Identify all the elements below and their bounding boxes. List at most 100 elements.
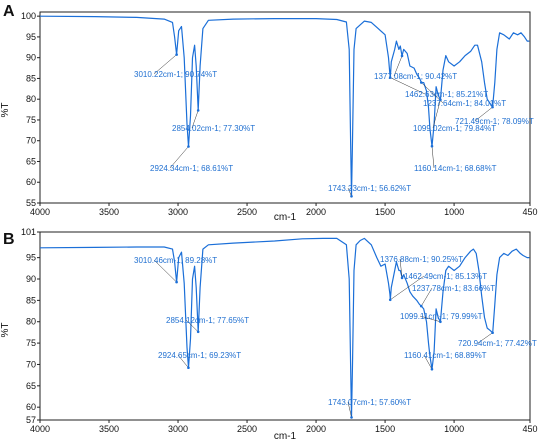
y-tick-label: 90 — [26, 53, 36, 63]
annotation-leader — [390, 275, 425, 301]
x-axis-label: cm-1 — [274, 212, 297, 223]
annotation-leader — [399, 258, 403, 278]
x-tick-label: 2000 — [306, 424, 326, 434]
y-tick-label: 60 — [26, 177, 36, 187]
y-tick-label: 75 — [26, 338, 36, 348]
annotation-leader — [191, 110, 199, 129]
y-tick-label: 57 — [26, 415, 36, 425]
x-tick-label: 3000 — [168, 424, 188, 434]
x-tick-label: 2500 — [237, 207, 257, 217]
peak-point — [419, 81, 423, 84]
y-tick-label: 85 — [26, 73, 36, 83]
y-tick-label: 70 — [26, 359, 36, 369]
peak-point — [439, 98, 442, 102]
plot-frame — [39, 231, 531, 421]
y-tick-label: 55 — [26, 198, 36, 208]
x-tick-label: 3500 — [99, 207, 119, 217]
x-tick-label: 450 — [522, 424, 537, 434]
peak-annotation: 2924.65cm-1; 69.23%T — [158, 351, 241, 360]
panel-label: B — [3, 231, 15, 248]
spectrum-line — [39, 237, 530, 418]
x-tick-label: 1000 — [444, 207, 464, 217]
x-tick-label: 1500 — [375, 207, 395, 217]
peak-annotation: 2854.02cm-1; 77.30%T — [172, 124, 255, 133]
peak-annotation: 1462.49cm-1; 85.13%T — [404, 272, 487, 281]
annotation-leader — [431, 146, 435, 169]
peak-point — [350, 416, 353, 419]
peak-point — [430, 367, 434, 371]
y-axis-label: %T — [0, 103, 11, 118]
x-tick-label: 2500 — [237, 424, 257, 434]
annotation-leader — [347, 187, 352, 197]
x-tick-label: 4000 — [30, 207, 50, 217]
peak-point — [491, 331, 494, 335]
peak-annotation: 1160.41cm-1; 68.89%T — [404, 351, 487, 360]
annotation-leader — [477, 332, 493, 344]
peak-annotation: 1743.07cm-1; 57.60%T — [328, 398, 411, 407]
peak-annotation: 1160.14cm-1; 68.68%T — [414, 164, 497, 173]
peak-annotation: 720.94cm-1; 77.42%T — [458, 339, 537, 348]
peak-annotation: 1237.64cm-1; 84.01%T — [423, 99, 506, 108]
annotation-leader — [474, 106, 493, 122]
peak-point — [388, 76, 392, 79]
peak-point — [350, 194, 353, 198]
peak-point — [196, 109, 200, 112]
y-tick-label: 65 — [26, 381, 36, 391]
x-tick-label: 450 — [522, 207, 537, 217]
peak-annotation: 1462.63cm-1; 85.21%T — [405, 90, 488, 99]
peak-annotation: 2854.12cm-1; 77.65%T — [166, 316, 249, 325]
peak-point — [439, 320, 442, 324]
y-tick-label: 65 — [26, 156, 36, 166]
y-tick-label: 95 — [26, 253, 36, 263]
x-tick-label: 2000 — [306, 207, 326, 217]
y-tick-label: 90 — [26, 274, 36, 284]
peak-point — [175, 53, 178, 56]
peak-annotation: 3010.22cm-1; 90.74%T — [134, 70, 217, 79]
x-tick-label: 3000 — [168, 207, 188, 217]
x-tick-label: 4000 — [30, 424, 50, 434]
peak-point — [430, 144, 434, 148]
y-axis-label: %T — [0, 323, 11, 338]
peak-annotation: 1237.78cm-1; 83.66%T — [412, 284, 495, 293]
annotation-leader — [153, 54, 177, 75]
peak-point — [196, 330, 200, 334]
annotation-leader — [421, 287, 433, 307]
peak-point — [187, 366, 190, 370]
peak-annotation: 3010.46cm-1; 89.28%T — [134, 256, 217, 265]
peak-annotation: 2924.34cm-1; 68.61%T — [150, 164, 233, 173]
annotation-leader — [347, 401, 352, 418]
x-tick-label: 1000 — [444, 424, 464, 434]
annotation-leader — [393, 55, 403, 77]
peak-annotation: 1099.02cm-1; 79.84%T — [413, 124, 496, 133]
annotation-leader — [432, 99, 441, 129]
peak-annotation: 721.49cm-1; 78.09%T — [455, 117, 534, 126]
annotation-leader — [153, 259, 177, 283]
x-tick-label: 1500 — [375, 424, 395, 434]
peak-point — [175, 280, 178, 284]
peak-annotation: 1099.11cm-1; 79.99%T — [400, 312, 483, 321]
panel-label: A — [3, 3, 15, 20]
peak-point — [388, 298, 392, 302]
peak-point — [491, 105, 494, 109]
y-tick-label: 101 — [21, 227, 36, 237]
peak-annotation: 1376.88cm-1; 90.25%T — [380, 255, 463, 264]
y-tick-label: 60 — [26, 402, 36, 412]
plot-frame — [39, 11, 531, 204]
y-tick-label: 80 — [26, 317, 36, 327]
spectrum-line — [39, 15, 530, 197]
y-tick-label: 75 — [26, 115, 36, 125]
peak-point — [400, 54, 404, 58]
annotation-leader — [177, 354, 189, 368]
peak-point — [419, 304, 423, 308]
peak-annotation: 1377.08cm-1; 90.42%T — [374, 72, 457, 81]
annotation-leader — [185, 319, 199, 332]
peak-point — [187, 145, 190, 148]
x-axis-label: cm-1 — [274, 431, 297, 442]
y-tick-label: 100 — [21, 11, 36, 21]
y-tick-label: 85 — [26, 295, 36, 305]
x-tick-label: 3500 — [99, 424, 119, 434]
annotation-leader — [390, 77, 426, 95]
annotation-leader — [169, 146, 189, 169]
